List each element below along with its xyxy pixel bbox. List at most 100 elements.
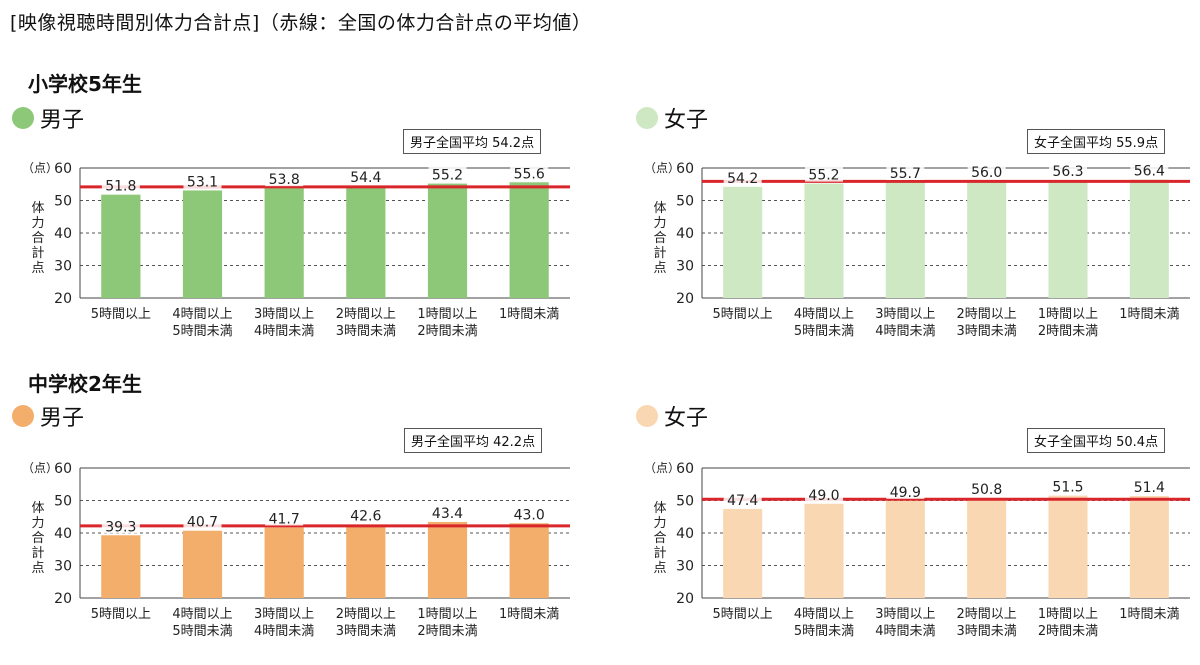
y-tick-label: 60 xyxy=(676,461,694,477)
y-tick-label: 50 xyxy=(676,194,694,210)
bar xyxy=(182,190,223,298)
section-title-junior-high: 中学校2年生 xyxy=(28,372,142,396)
bar xyxy=(427,183,468,298)
data-label: 49.0 xyxy=(808,488,839,504)
x-tick-label: 1時間未満 xyxy=(1119,307,1179,322)
data-label: 54.2 xyxy=(727,171,758,187)
section-title-elementary: 小学校5年生 xyxy=(28,72,142,96)
y-axis-title-char: 計 xyxy=(31,245,44,261)
bar xyxy=(1048,180,1088,298)
x-tick-label: 3時間以上 xyxy=(254,607,314,622)
data-label: 51.5 xyxy=(1052,480,1083,496)
x-tick-label: 1時間以上 xyxy=(417,307,477,322)
data-label: 53.1 xyxy=(187,174,218,190)
legend-mid-boy: 男子 xyxy=(12,400,84,432)
x-tick-label: 2時間以上 xyxy=(336,607,396,622)
data-label-backing xyxy=(805,486,843,502)
data-label-backing xyxy=(723,169,762,185)
data-label: 43.4 xyxy=(432,506,463,522)
x-tick-label: 4時間以上 xyxy=(172,307,232,322)
y-tick-label: 30 xyxy=(676,559,694,575)
data-label: 55.6 xyxy=(514,166,545,182)
x-tick-label: 4時間以上 xyxy=(794,307,854,322)
data-label-backing xyxy=(428,504,467,520)
data-label: 42.6 xyxy=(350,509,381,525)
y-axis-title-char: 点 xyxy=(31,261,44,276)
x-tick-label: 5時間未満 xyxy=(794,624,854,639)
bar xyxy=(264,188,304,298)
data-label: 43.0 xyxy=(514,507,545,523)
legend-elem-girl-label: 女子 xyxy=(664,108,709,133)
bar xyxy=(723,186,763,298)
x-tick-label: 2時間未満 xyxy=(417,624,477,639)
bar xyxy=(804,183,844,298)
green-dot-icon xyxy=(12,107,34,129)
peach-dot-icon xyxy=(636,405,658,427)
x-tick-label: 5時間未満 xyxy=(172,324,232,339)
x-tick-label: 3時間以上 xyxy=(875,607,935,622)
y-tick-label: 60 xyxy=(54,161,72,177)
data-label-backing xyxy=(346,507,385,523)
unit-label: （点） xyxy=(22,161,58,175)
x-tick-label: 3時間未満 xyxy=(336,324,396,339)
y-tick-label: 60 xyxy=(676,161,694,177)
legend-mid-girl: 女子 xyxy=(636,400,708,432)
bar xyxy=(723,508,763,598)
data-label-backing xyxy=(967,480,1006,496)
y-tick-label: 50 xyxy=(54,494,72,510)
data-label-backing xyxy=(183,173,222,189)
unit-label: （点） xyxy=(22,461,58,475)
x-tick-label: 3時間未満 xyxy=(957,324,1017,339)
data-label: 41.7 xyxy=(269,511,300,527)
legend-mid-girl-label: 女子 xyxy=(664,406,709,431)
x-tick-label: 5時間以上 xyxy=(91,307,151,322)
page-title: [映像視聴時間別体力合計点]（赤線：全国の体力合計点の平均値） xyxy=(10,12,592,34)
y-tick-label: 50 xyxy=(676,494,694,510)
x-tick-label: 2時間未満 xyxy=(417,324,477,339)
data-label: 55.2 xyxy=(808,168,839,184)
data-label: 40.7 xyxy=(187,515,218,531)
y-axis-title-char: 合 xyxy=(31,531,44,546)
data-label-backing xyxy=(886,164,925,180)
bar xyxy=(346,524,386,598)
data-label-backing xyxy=(967,164,1006,179)
y-axis-title-char: 計 xyxy=(653,545,666,561)
legend-mid-boy-label: 男子 xyxy=(40,406,85,431)
data-label: 55.7 xyxy=(890,166,921,182)
data-label: 55.2 xyxy=(432,168,463,184)
y-tick-label: 40 xyxy=(676,226,694,242)
data-label-backing xyxy=(886,483,925,499)
y-tick-label: 50 xyxy=(54,194,72,210)
y-axis-title-char: 力 xyxy=(31,516,44,531)
bar xyxy=(509,523,549,598)
legend-elem-boy-label: 男子 xyxy=(40,108,85,133)
data-label-backing xyxy=(1049,163,1087,179)
y-axis-title-char: 体 xyxy=(653,501,666,516)
y-axis-title-char: 計 xyxy=(31,545,44,561)
data-label: 51.4 xyxy=(1134,480,1165,496)
y-axis-title-char: 計 xyxy=(653,245,666,261)
chart-elem-girl: （点） 体力合計点 20 30 40 50 60 54.2 55.2 55.7 56.0 56.3 56… xyxy=(644,161,1190,339)
unit-label: （点） xyxy=(644,161,680,175)
y-tick-label: 30 xyxy=(54,259,72,275)
data-label-backing xyxy=(1130,478,1169,494)
average-box-mid-girl: 女子全国平均 50.4点 xyxy=(1027,428,1166,453)
y-axis-title-char: 体 xyxy=(31,201,44,216)
y-axis-title-char: 合 xyxy=(31,231,44,246)
bar xyxy=(264,527,304,598)
y-tick-label: 30 xyxy=(676,259,694,275)
bar xyxy=(885,500,925,598)
data-label-backing xyxy=(265,171,304,187)
x-tick-label: 4時間未満 xyxy=(875,324,935,339)
data-label-backing xyxy=(101,177,140,193)
x-tick-label: 2時間以上 xyxy=(957,307,1017,322)
x-tick-label: 2時間以上 xyxy=(336,307,396,322)
data-label-backing xyxy=(183,513,222,529)
data-label: 49.9 xyxy=(890,485,921,501)
x-tick-label: 5時間以上 xyxy=(713,607,773,622)
data-label: 56.3 xyxy=(1052,164,1083,180)
y-tick-label: 20 xyxy=(676,291,694,307)
bar xyxy=(967,497,1007,598)
data-label-backing xyxy=(510,165,549,181)
average-box-elem-boy: 男子全国平均 54.2点 xyxy=(403,129,542,154)
